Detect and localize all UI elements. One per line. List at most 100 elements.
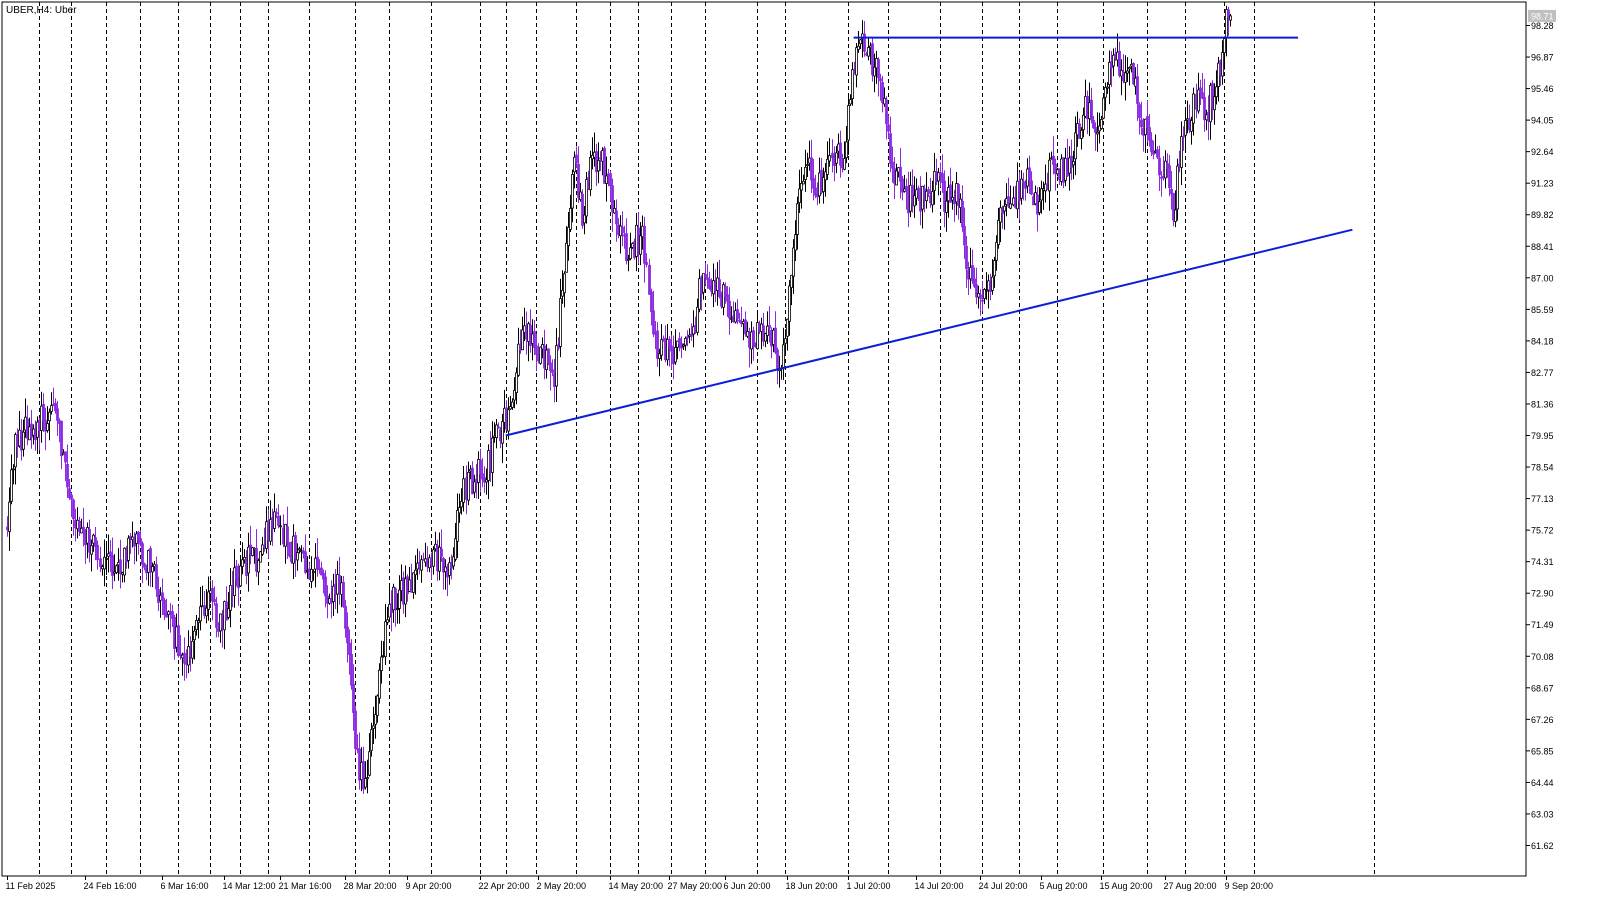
candle-body[interactable]: [629, 247, 632, 260]
candle-body[interactable]: [251, 547, 254, 556]
current-price-tag[interactable]: [1528, 9, 1556, 22]
candle-body[interactable]: [354, 710, 357, 749]
candle-body[interactable]: [857, 45, 860, 50]
candle-body[interactable]: [103, 556, 106, 570]
candle-body[interactable]: [275, 512, 278, 514]
candle-body[interactable]: [806, 164, 809, 167]
candle-body[interactable]: [828, 155, 831, 162]
candle-body[interactable]: [438, 546, 441, 572]
candle-body[interactable]: [286, 526, 289, 542]
candle-body[interactable]: [386, 619, 389, 623]
candle-body[interactable]: [1138, 104, 1141, 119]
candle-body[interactable]: [255, 548, 258, 572]
candle-body[interactable]: [366, 777, 369, 780]
candle-body[interactable]: [849, 99, 852, 105]
candle-body[interactable]: [195, 620, 198, 631]
candle-body[interactable]: [973, 278, 976, 287]
candle-body[interactable]: [515, 372, 518, 393]
candle-body[interactable]: [127, 537, 130, 561]
candle-body[interactable]: [288, 541, 291, 557]
candle-body[interactable]: [859, 39, 862, 45]
candle-body[interactable]: [971, 265, 974, 282]
candle-body[interactable]: [696, 306, 699, 333]
candle-body[interactable]: [1199, 87, 1202, 93]
candle-body[interactable]: [462, 478, 465, 503]
candle-body[interactable]: [442, 557, 445, 573]
candle-body[interactable]: [726, 294, 729, 302]
candle-body[interactable]: [917, 187, 920, 193]
candle-body[interactable]: [983, 288, 986, 299]
candle-body[interactable]: [963, 225, 966, 246]
candle-body[interactable]: [495, 424, 498, 438]
candle-body[interactable]: [666, 338, 669, 361]
candle-body[interactable]: [569, 207, 572, 230]
candle-body[interactable]: [420, 559, 423, 571]
candle-body[interactable]: [509, 406, 512, 410]
candle-body[interactable]: [1148, 127, 1151, 141]
candle-body[interactable]: [296, 552, 299, 561]
candle-body[interactable]: [674, 347, 677, 363]
candle-body[interactable]: [533, 331, 536, 349]
candle-body[interactable]: [151, 566, 154, 573]
candle-body[interactable]: [414, 569, 417, 576]
candle-body[interactable]: [96, 544, 99, 561]
candle-body[interactable]: [686, 336, 689, 339]
candle-body[interactable]: [398, 589, 401, 609]
candle-body[interactable]: [183, 652, 186, 664]
candle-body[interactable]: [790, 274, 793, 288]
candle-body[interactable]: [458, 507, 461, 514]
candle-body[interactable]: [937, 172, 940, 182]
candle-body[interactable]: [639, 235, 642, 255]
candle-body[interactable]: [1128, 67, 1131, 70]
candle-body[interactable]: [261, 544, 264, 555]
candle-body[interactable]: [752, 330, 755, 346]
candle-body[interactable]: [277, 515, 280, 526]
candle-body[interactable]: [539, 346, 542, 364]
candle-body[interactable]: [1112, 54, 1115, 67]
support-trendline[interactable]: [505, 228, 1353, 437]
candle-body[interactable]: [1118, 50, 1121, 76]
candle-body[interactable]: [348, 642, 351, 656]
candle-body[interactable]: [1182, 135, 1185, 138]
candle-body[interactable]: [1160, 176, 1163, 179]
candle-body[interactable]: [479, 459, 482, 475]
candle-body[interactable]: [12, 468, 15, 471]
candle-body[interactable]: [90, 545, 93, 555]
candle-body[interactable]: [824, 171, 827, 181]
candle-body[interactable]: [517, 343, 520, 376]
candle-body[interactable]: [205, 607, 208, 617]
candle-body[interactable]: [1192, 93, 1195, 124]
candle-body[interactable]: [165, 613, 168, 618]
candle-body[interactable]: [826, 158, 829, 175]
candle-body[interactable]: [549, 362, 552, 371]
candle-body[interactable]: [1156, 149, 1159, 158]
candle-body[interactable]: [871, 43, 874, 76]
candle-body[interactable]: [243, 557, 246, 561]
candle-body[interactable]: [802, 180, 805, 185]
candle-body[interactable]: [1152, 150, 1155, 155]
candle-body[interactable]: [1136, 76, 1139, 104]
candle-body[interactable]: [229, 585, 232, 611]
candle-body[interactable]: [454, 538, 457, 560]
candle-body[interactable]: [965, 245, 968, 270]
candle-body[interactable]: [981, 299, 984, 302]
candle-body[interactable]: [682, 344, 685, 347]
candle-body[interactable]: [481, 473, 484, 480]
candle-body[interactable]: [812, 178, 815, 189]
trendlines[interactable]: [505, 36, 1353, 437]
candle-body[interactable]: [1140, 119, 1143, 128]
candle-body[interactable]: [207, 591, 210, 610]
candle-body[interactable]: [1211, 83, 1214, 109]
candle-body[interactable]: [784, 338, 787, 344]
candles[interactable]: [6, 5, 1232, 794]
candle-body[interactable]: [931, 191, 934, 206]
candle-body[interactable]: [670, 345, 673, 352]
candle-body[interactable]: [650, 291, 653, 313]
candle-body[interactable]: [567, 226, 570, 247]
candle-body[interactable]: [111, 555, 114, 576]
candle-body[interactable]: [279, 525, 282, 528]
candle-body[interactable]: [521, 329, 524, 351]
candle-body[interactable]: [352, 683, 355, 713]
candle-body[interactable]: [792, 247, 795, 277]
